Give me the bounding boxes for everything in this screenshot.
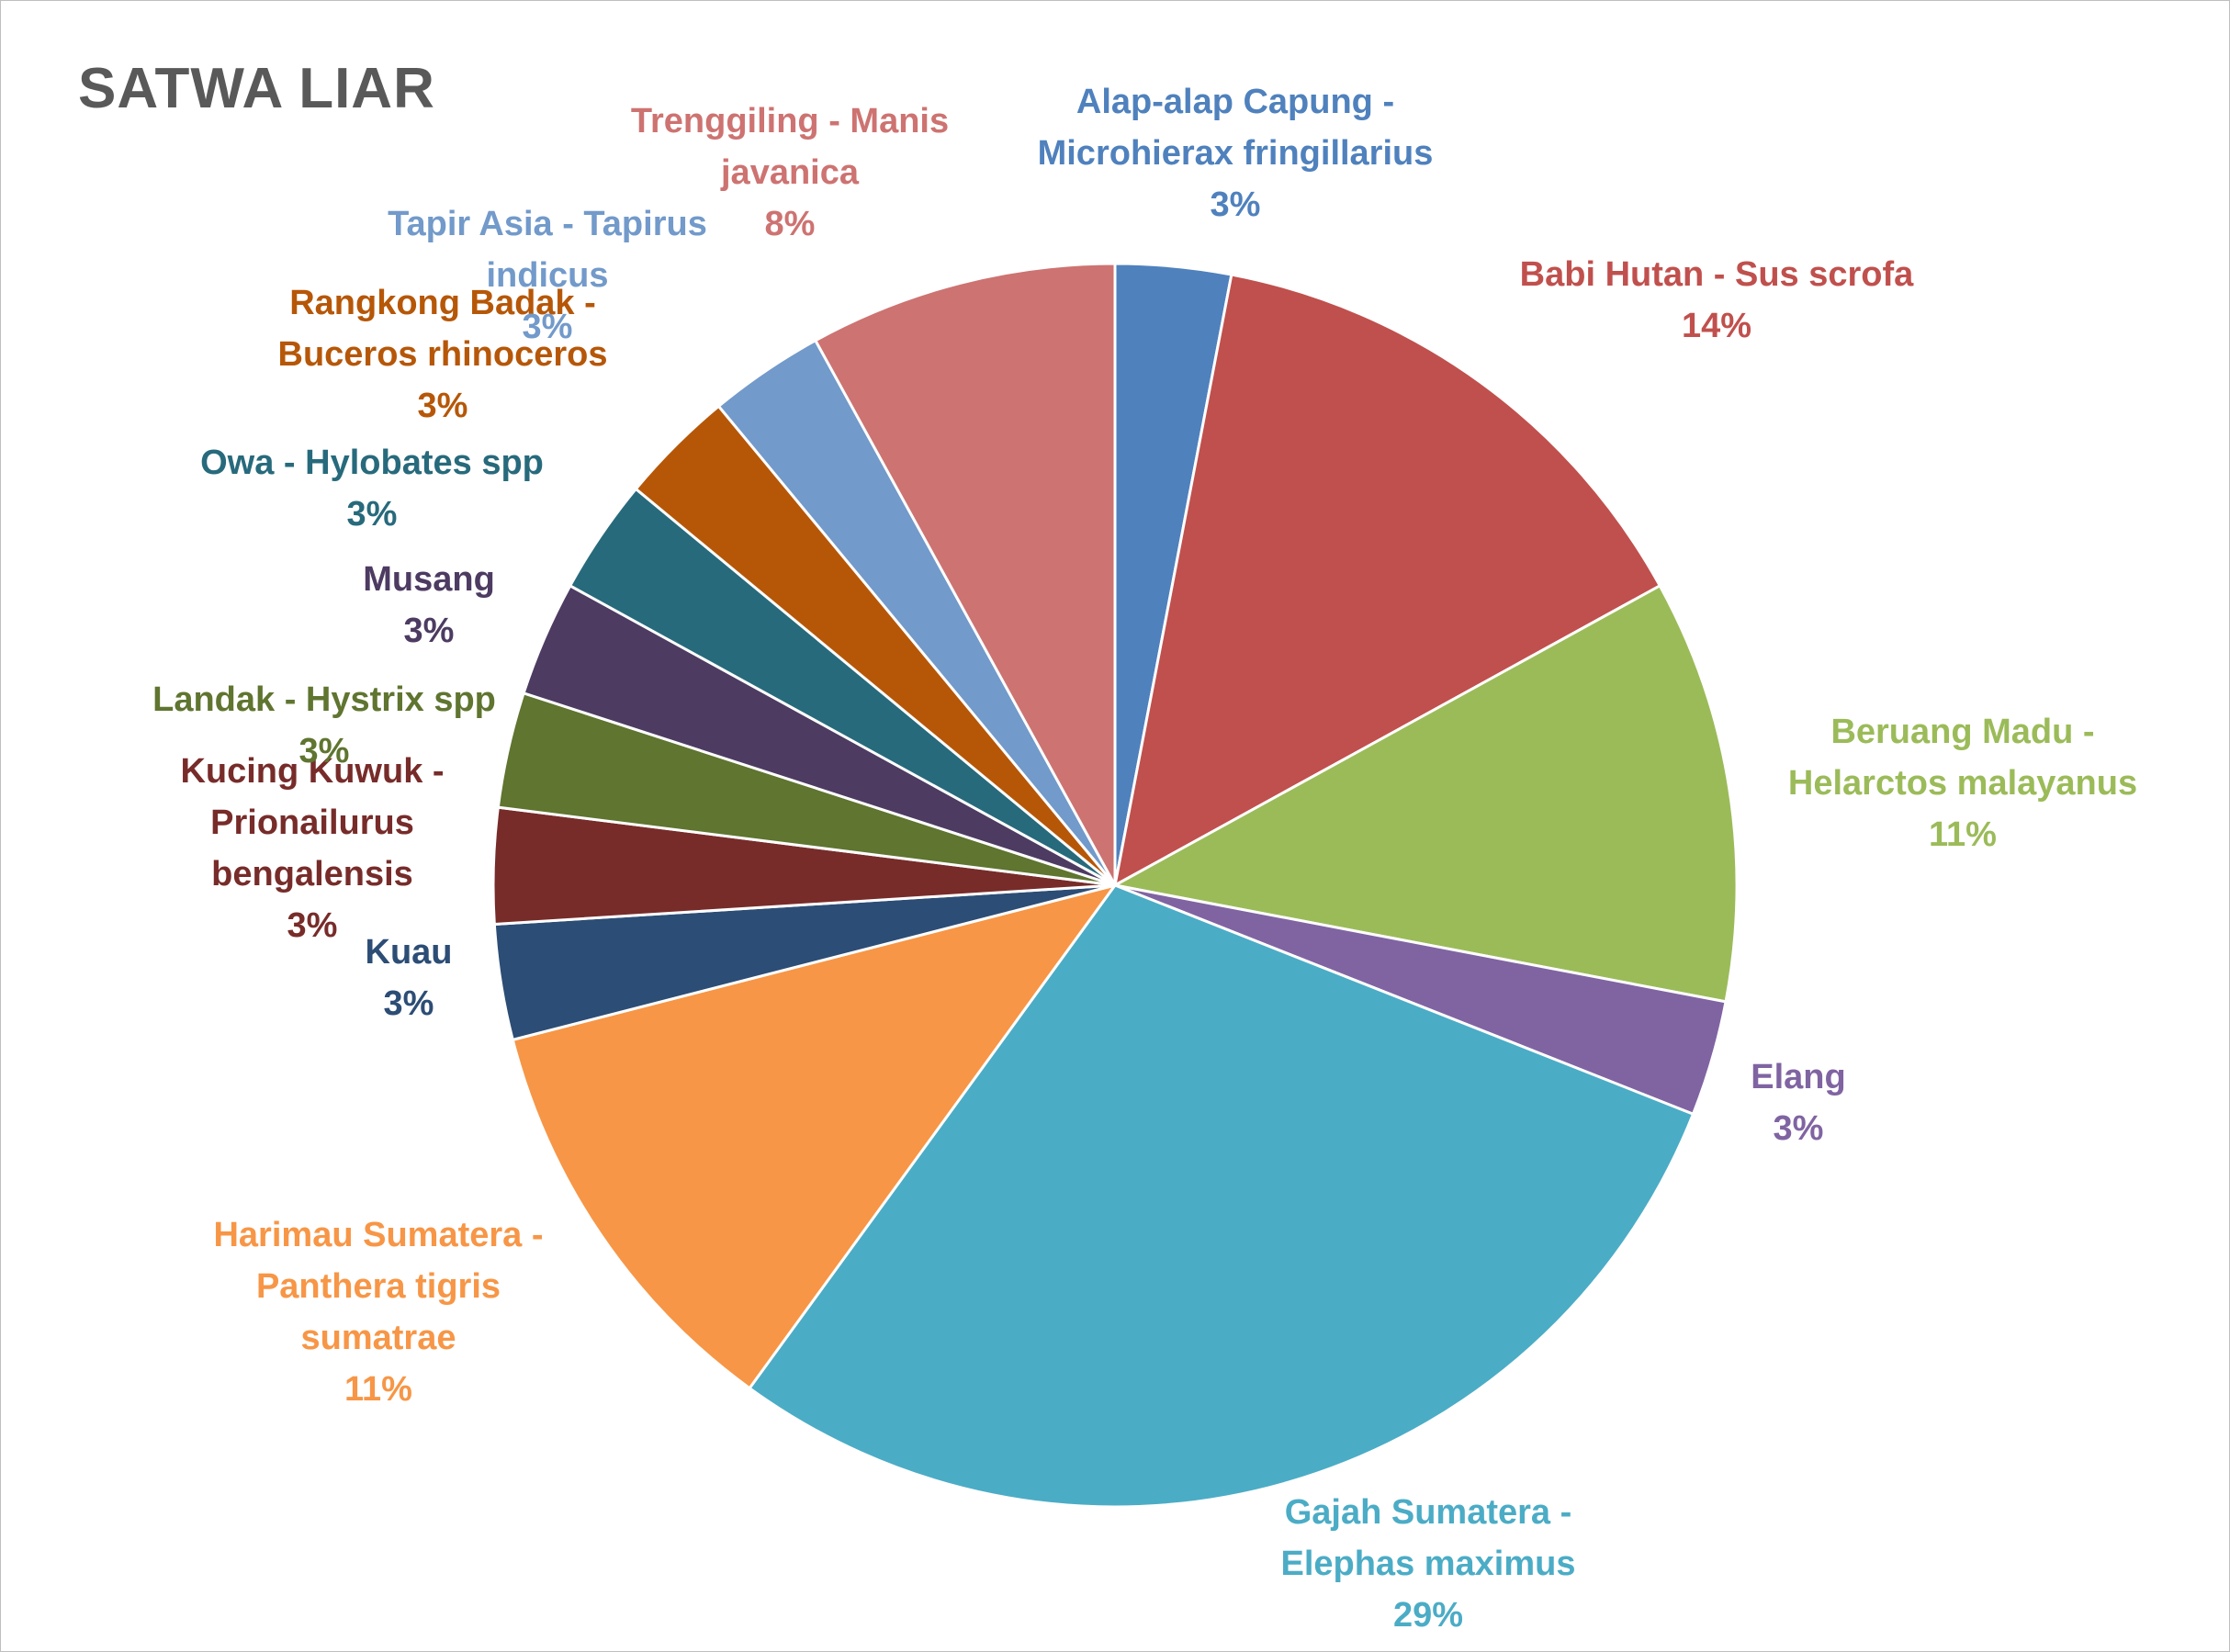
data-label-percent: 3% [347, 495, 398, 534]
data-label-line: Elang [1751, 1058, 1845, 1096]
data-label-percent: 14% [1682, 307, 1751, 345]
pie-labels: Alap-alap Capung - Microhierax fringillar… [152, 83, 2137, 1635]
data-label-percent: 29% [1393, 1596, 1463, 1635]
data-label-line: javanica [720, 153, 860, 192]
data-label-percent: 3% [404, 612, 455, 650]
data-label-percent: 3% [384, 984, 434, 1023]
pie-slice-4 [747, 883, 1695, 1509]
data-label-line: Panthera tigris [256, 1267, 501, 1306]
data-label-percent: 3% [1774, 1109, 1824, 1148]
data-label-0: Alap-alap Capung - Microhierax fringillar… [1038, 83, 1434, 224]
data-label-line: Tapir Asia - Tapirus [388, 205, 707, 243]
data-label-percent: 8% [765, 205, 816, 243]
data-label-percent: 3% [523, 308, 573, 346]
data-label-line: Elephas maximus [1280, 1545, 1575, 1583]
data-label-line: Buceros rhinoceros [278, 335, 608, 374]
data-label-line: Helarctos malayanus [1788, 764, 2137, 803]
data-label-3: Elang 3% [1751, 1058, 1845, 1148]
pie-slice-13 [813, 262, 1117, 886]
data-label-line: Gajah Sumatera - [1285, 1493, 1572, 1532]
chart-title: SATWA LIAR [78, 57, 435, 120]
data-label-6: Kuau 3% [366, 933, 453, 1023]
data-label-percent: 11% [1929, 815, 1997, 854]
data-label-10: Owa - Hylobates spp 3% [200, 444, 544, 534]
data-label-percent: 11% [344, 1370, 412, 1409]
data-label-11: Rangkong Badak -Buceros rhinoceros 3% [278, 284, 608, 425]
data-label-line: indicus [486, 256, 608, 295]
data-label-line: Musang [363, 560, 495, 599]
data-label-line: Rangkong Badak - [289, 284, 596, 322]
data-label-line: sumatrae [301, 1319, 456, 1357]
data-label-line: Landak - Hystrix spp [152, 680, 496, 719]
pie-slice-5 [511, 882, 1119, 1390]
data-label-percent: 3% [299, 732, 350, 770]
data-label-line: Babi Hutan - Sus scrofa [1520, 255, 1914, 294]
data-label-12: Tapir Asia - Tapirus indicus 3% [388, 205, 707, 346]
data-label-1: Babi Hutan - Sus scrofa 14% [1520, 255, 1914, 345]
pie-slice-1 [1112, 273, 1662, 888]
pie-slice-2 [1110, 583, 1739, 1004]
data-label-4: Gajah Sumatera - Elephas maximus 29% [1280, 1493, 1575, 1635]
data-label-line: Alap-alap Capung - [1076, 83, 1394, 121]
data-label-7: Kucing Kuwuk - Prionailurus bengalensis 3% [180, 752, 444, 945]
data-label-13: Trenggiling - Manis javanica 8% [631, 102, 949, 243]
data-label-line: Harimau Sumatera - [213, 1216, 543, 1254]
data-label-5: Harimau Sumatera - Panthera tigris sumatra… [213, 1216, 543, 1409]
data-label-percent: 3% [1211, 185, 1261, 224]
data-label-percent: 3% [287, 906, 338, 945]
data-label-line: Trenggiling - Manis [631, 102, 949, 140]
data-label-line: Prionailurus [210, 804, 414, 842]
data-label-line: Kucing Kuwuk - [180, 752, 444, 791]
pie-slices [491, 262, 1739, 1509]
data-label-line: Kuau [366, 933, 453, 972]
data-label-line: Microhierax fringillarius [1038, 134, 1434, 173]
data-label-percent: 3% [418, 387, 468, 425]
data-label-9: Musang 3% [363, 560, 495, 650]
data-label-line: Beruang Madu - [1830, 713, 2094, 751]
data-label-line: bengalensis [211, 855, 413, 893]
data-label-8: Landak - Hystrix spp 3% [152, 680, 496, 770]
data-label-line: Owa - Hylobates spp [200, 444, 544, 482]
data-label-2: Beruang Madu - Helarctos malayanus 11% [1788, 713, 2137, 854]
